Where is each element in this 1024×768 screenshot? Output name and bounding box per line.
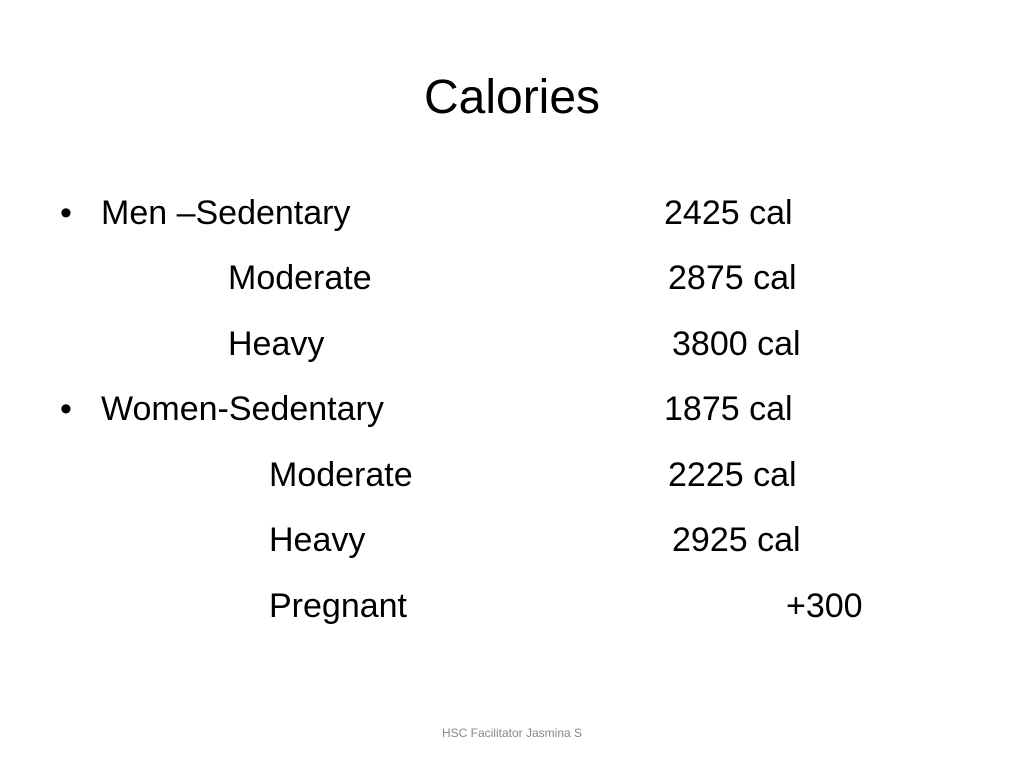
item-value: 2425 cal [664, 194, 793, 232]
item-label: Men –Sedentary [101, 194, 351, 232]
row-value: 2875 cal [668, 259, 797, 297]
slide-title: Calories [423, 71, 601, 124]
bullet: • [60, 194, 72, 232]
row-label: Heavy [228, 325, 325, 363]
bullet: • [60, 390, 72, 428]
row-value: +300 [786, 587, 863, 625]
footer: HSC Facilitator Jasmina S [441, 726, 583, 740]
row-value: 2925 cal [672, 521, 801, 559]
row-label: Heavy [269, 521, 366, 559]
item-value: 1875 cal [664, 390, 793, 428]
row-label: Pregnant [269, 587, 407, 625]
item-label: Women-Sedentary [101, 390, 384, 428]
row-value: 3800 cal [672, 325, 801, 363]
row-value: 2225 cal [668, 456, 797, 494]
row-label: Moderate [269, 456, 413, 494]
row-label: Moderate [228, 259, 372, 297]
